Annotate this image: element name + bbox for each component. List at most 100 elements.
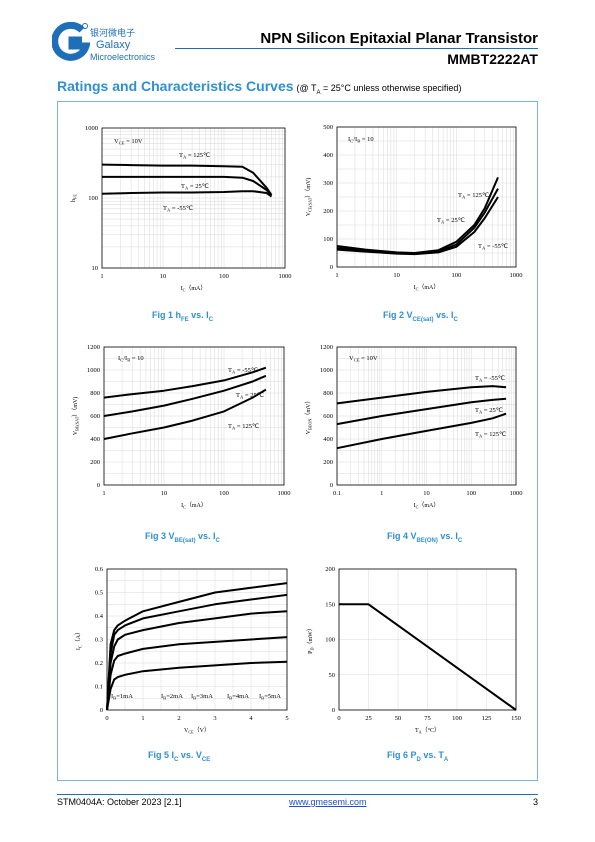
y-tick-label: 600 bbox=[323, 413, 333, 420]
y-axis-label-part: h bbox=[71, 199, 77, 202]
y-tick-label: 0.1 bbox=[95, 684, 103, 691]
y-tick-label: 300 bbox=[323, 180, 333, 187]
series-line-i-b-1ma bbox=[106, 660, 288, 711]
chart-annotation: IB​=4mA bbox=[227, 693, 249, 701]
y-axis-label-part: ）（mV) bbox=[72, 397, 79, 417]
section-title-text: Ratings and Characteristics Curves bbox=[57, 78, 294, 94]
y-axis-label-part: BEON bbox=[308, 419, 313, 430]
footer-document-id: STM0404A: October 2023 [2.1] bbox=[57, 797, 182, 807]
x-axis-label-part: （V） bbox=[194, 727, 210, 734]
y-axis-label-group: hFE​ bbox=[71, 194, 78, 202]
chart-annotation: TA​ = 25℃ bbox=[437, 217, 466, 225]
x-tick-label: 1 bbox=[100, 273, 103, 280]
chart-annotation-part: T bbox=[236, 392, 240, 399]
chart-annotation-part: T bbox=[179, 152, 183, 159]
y-tick-label: 1200 bbox=[320, 344, 333, 351]
x-tick-label: 1000 bbox=[279, 273, 292, 280]
chart-annotation-part: I bbox=[118, 355, 120, 362]
part-number: MMBT2222AT bbox=[447, 51, 538, 67]
y-tick-label: 1000 bbox=[87, 367, 100, 374]
series-line-t-a-125- bbox=[103, 388, 267, 440]
brand-name-galaxy: Galaxy bbox=[96, 39, 131, 51]
y-axis-label-part: I bbox=[76, 648, 82, 650]
chart-annotation: TA​ = 125℃ bbox=[458, 192, 490, 200]
series-line-t-a-125- bbox=[336, 177, 499, 254]
chart-annotation-part: T bbox=[228, 367, 232, 374]
y-axis-label-part: CE(SAT bbox=[308, 197, 313, 212]
x-tick-label: 1000 bbox=[510, 490, 523, 497]
x-tick-label: 0 bbox=[337, 715, 340, 722]
y-tick-label: 10 bbox=[92, 265, 99, 272]
y-tick-label: 1000 bbox=[85, 125, 98, 132]
caption-sub: C bbox=[453, 316, 458, 323]
condition-sub: A bbox=[316, 89, 321, 96]
chart-annotation-part: = -55℃ bbox=[485, 243, 509, 250]
y-axis-label: hFE​ bbox=[71, 194, 78, 202]
footer-website-link[interactable]: www.gmesemi.com bbox=[289, 797, 367, 807]
chart-annotation-part: I bbox=[227, 693, 229, 700]
chart-annotation-part: = 10V bbox=[125, 138, 143, 145]
caption-fig6: Fig 6 PD vs. TA bbox=[387, 750, 448, 763]
condition-rest: = 25°C unless otherwise specified) bbox=[320, 83, 462, 93]
section-title: Ratings and Characteristics Curves (@ TA … bbox=[57, 78, 461, 96]
x-tick-label: 1 bbox=[380, 490, 383, 497]
chart-annotation-part: = 125℃ bbox=[465, 192, 490, 199]
chart-annotation-part: = -55℃ bbox=[482, 375, 506, 382]
chart-annotation-part: T bbox=[163, 205, 167, 212]
y-tick-label: 600 bbox=[90, 413, 100, 420]
caption-sub: C bbox=[457, 537, 463, 544]
chart-annotation-part: A bbox=[482, 246, 486, 251]
x-tick-label: 1 bbox=[141, 715, 144, 722]
caption-sub: FE bbox=[181, 316, 189, 323]
x-axis-label-part: A bbox=[419, 730, 422, 735]
y-axis-label-group: VBE(SAT​）（mV) bbox=[72, 397, 80, 436]
y-tick-label: 200 bbox=[323, 208, 333, 215]
x-axis-label-part: C bbox=[183, 288, 186, 293]
x-tick-label: 100 bbox=[451, 272, 461, 279]
chart-grid bbox=[101, 128, 285, 269]
caption-text: vs. I bbox=[437, 531, 458, 541]
series-line-t-a-25- bbox=[336, 397, 507, 426]
chart-annotation-part: = 125℃ bbox=[482, 431, 507, 438]
y-axis-label: VBE(SAT​）（mV) bbox=[72, 397, 80, 436]
chart-annotation: TA​ = 125℃ bbox=[475, 431, 507, 439]
chart-annotation-part: = 10 bbox=[130, 355, 143, 362]
x-axis-label: IC​（mA） bbox=[181, 502, 207, 510]
chart-annotation-part: T bbox=[181, 183, 185, 190]
chart-annotation-part: T bbox=[478, 243, 482, 250]
x-axis-label-part: （mA） bbox=[418, 502, 439, 509]
caption-sub: C bbox=[208, 316, 214, 323]
plot-area-border bbox=[336, 346, 517, 486]
y-axis-label-part: V bbox=[73, 430, 79, 435]
chart-annotation-part: I bbox=[111, 693, 113, 700]
x-axis-label-part: C bbox=[416, 505, 419, 510]
y-axis-label-part: V bbox=[306, 211, 312, 216]
y-tick-label: 100 bbox=[323, 236, 333, 243]
chart-annotation: TA​ = -55℃ bbox=[228, 367, 259, 375]
caption-fig5: Fig 5 IC vs. VCE bbox=[148, 750, 210, 763]
y-axis-label-part: FE bbox=[73, 194, 78, 199]
x-tick-label: 100 bbox=[219, 490, 229, 497]
y-axis-label-part: （mV） bbox=[305, 398, 312, 419]
chart-annotation-part: B bbox=[113, 696, 116, 701]
chart-annotation-part: B bbox=[163, 696, 166, 701]
y-axis-label-part: （mW） bbox=[307, 625, 314, 647]
chart-annotation: IB​=3mA bbox=[191, 693, 213, 701]
chart-annotation-part: V bbox=[349, 355, 354, 362]
y-axis-label-group: IC​（A） bbox=[75, 629, 83, 650]
caption-text: vs. T bbox=[420, 750, 444, 760]
caption-text: Fig 4 V bbox=[387, 531, 417, 541]
chart-annotation-part: A bbox=[232, 370, 236, 375]
caption-sub: D bbox=[416, 756, 421, 763]
x-tick-label: 125 bbox=[482, 715, 492, 722]
x-axis-label-part: I bbox=[414, 285, 416, 291]
x-axis-label-part: CE bbox=[188, 730, 194, 735]
y-tick-label: 0 bbox=[332, 707, 335, 714]
chart-annotation-part: I bbox=[161, 693, 163, 700]
chart-annotation: IB​=2mA bbox=[161, 693, 183, 701]
chart-annotation-part: V bbox=[114, 138, 119, 145]
y-tick-label: 0 bbox=[100, 707, 103, 714]
y-axis-label-part: C bbox=[78, 645, 83, 648]
caption-text: Fig 6 P bbox=[387, 750, 417, 760]
chart-annotation-part: C bbox=[350, 139, 353, 144]
